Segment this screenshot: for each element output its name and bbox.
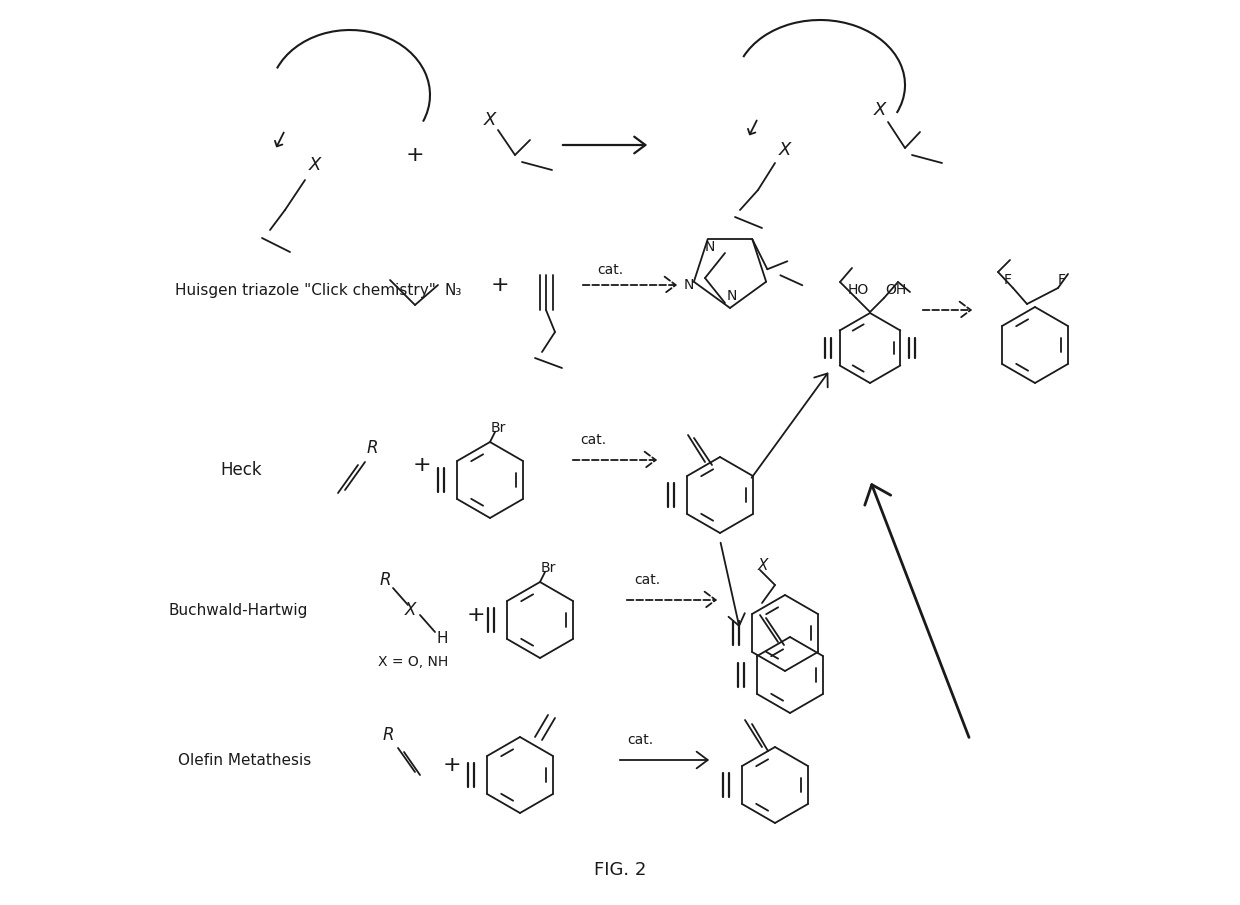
Text: X = O, NH: X = O, NH bbox=[378, 655, 448, 669]
Text: cat.: cat. bbox=[627, 733, 653, 747]
Text: cat.: cat. bbox=[634, 573, 660, 587]
Text: N: N bbox=[704, 240, 714, 254]
Text: +: + bbox=[443, 755, 461, 775]
Text: +: + bbox=[466, 605, 485, 625]
Text: X: X bbox=[309, 156, 321, 174]
Text: N: N bbox=[727, 289, 738, 303]
Text: OH: OH bbox=[885, 283, 906, 297]
Text: Buchwald-Hartwig: Buchwald-Hartwig bbox=[167, 603, 308, 617]
Text: +: + bbox=[491, 275, 510, 295]
Text: N: N bbox=[683, 278, 694, 291]
Text: H: H bbox=[436, 631, 448, 645]
Text: Olefin Metathesis: Olefin Metathesis bbox=[179, 752, 311, 767]
Text: X: X bbox=[779, 141, 791, 159]
Text: N₃: N₃ bbox=[445, 282, 463, 298]
Text: R: R bbox=[379, 571, 391, 589]
Text: X: X bbox=[404, 601, 415, 619]
Text: X: X bbox=[758, 557, 769, 573]
Text: +: + bbox=[413, 455, 432, 475]
Text: Br: Br bbox=[541, 561, 556, 575]
Text: Br: Br bbox=[490, 421, 506, 435]
Text: F: F bbox=[1058, 273, 1066, 287]
Text: cat.: cat. bbox=[580, 433, 606, 447]
Text: Huisgen triazole "Click chemistry": Huisgen triazole "Click chemistry" bbox=[175, 282, 436, 298]
Text: F: F bbox=[1004, 273, 1012, 287]
Text: Heck: Heck bbox=[219, 461, 262, 479]
Text: cat.: cat. bbox=[596, 263, 622, 277]
Text: X: X bbox=[874, 101, 887, 119]
Text: HO: HO bbox=[848, 283, 869, 297]
Text: FIG. 2: FIG. 2 bbox=[594, 861, 646, 879]
Text: R: R bbox=[382, 726, 394, 744]
Text: X: X bbox=[484, 111, 496, 129]
Text: R: R bbox=[366, 439, 378, 457]
Text: +: + bbox=[405, 145, 424, 165]
